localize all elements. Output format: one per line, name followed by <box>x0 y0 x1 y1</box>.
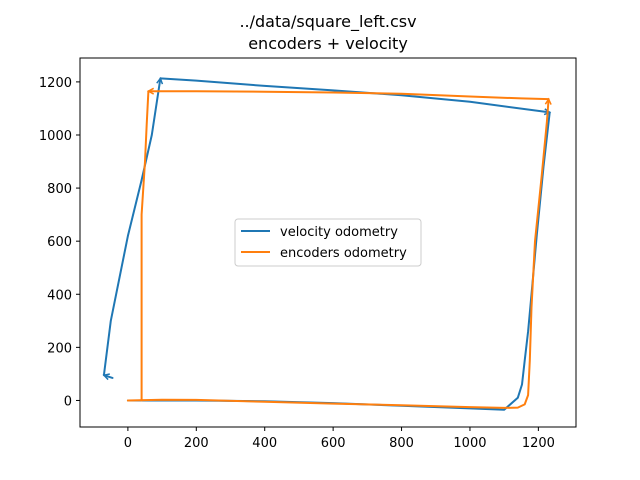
x-tick-label: 1000 <box>453 436 486 451</box>
y-tick-label: 1000 <box>39 129 72 144</box>
y-tick-label: 800 <box>47 182 72 197</box>
legend-label-velocity-odometry: velocity odometry <box>280 225 398 240</box>
x-tick-label: 600 <box>321 436 346 451</box>
legend-box <box>234 218 422 267</box>
series-layer <box>102 76 552 411</box>
x-tick-label: 200 <box>184 436 209 451</box>
y-tick-label: 600 <box>47 235 72 250</box>
x-tick-label: 800 <box>389 436 414 451</box>
x-tick-label: 400 <box>252 436 277 451</box>
x-tick-label: 1200 <box>522 436 555 451</box>
chart-title: ../data/square_left.csv <box>239 12 416 32</box>
y-tick-label: 200 <box>47 341 72 356</box>
x-axis-ticks: 0 200 400 600 800 1000 1200 <box>124 427 555 451</box>
plot-frame <box>79 57 577 428</box>
y-tick-label: 1200 <box>39 76 72 91</box>
series-arrow-velocity-odometry <box>543 108 552 116</box>
series-arrow-velocity-odometry <box>102 373 110 381</box>
series-line-encoders-odometry <box>126 90 550 409</box>
series-arrow-velocity-odometry <box>156 76 164 85</box>
x-tick-label: 0 <box>124 436 132 451</box>
chart-subtitle: encoders + velocity <box>248 34 408 53</box>
series-arrow-encoders-odometry <box>544 97 552 105</box>
y-axis-ticks: 0 200 400 600 800 1000 1200 <box>39 76 80 409</box>
y-tick-label: 400 <box>47 288 72 303</box>
y-tick-label: 0 <box>64 394 72 409</box>
legend-label-encoders-odometry: encoders odometry <box>280 246 407 261</box>
legend: velocity odometry encoders odometry <box>234 218 422 267</box>
series-arrow-encoders-odometry <box>146 87 155 95</box>
